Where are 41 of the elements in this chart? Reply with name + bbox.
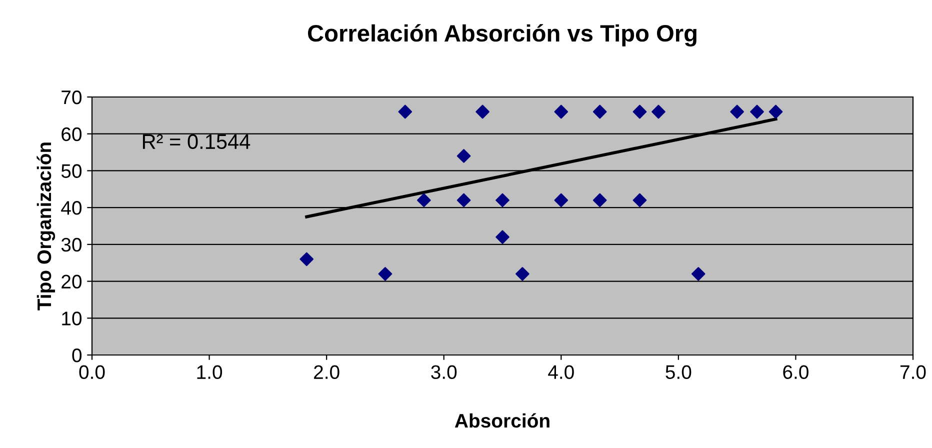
annotation: R² = 0.1544 (142, 134, 250, 150)
point (496, 193, 510, 208)
point (417, 193, 431, 208)
y-tick-label: 20 (62, 274, 82, 289)
point (592, 193, 607, 208)
point (652, 104, 666, 119)
y-tick-label: 70 (62, 90, 82, 104)
x-tick-label: 2.0 (314, 365, 340, 380)
point (768, 104, 783, 119)
point (691, 267, 706, 281)
point (632, 104, 647, 119)
x-tick-label: 3.0 (431, 365, 457, 380)
point (378, 267, 392, 281)
point (750, 104, 764, 119)
x-tick-label: 4.0 (548, 365, 574, 380)
point (476, 104, 490, 119)
y-tick-label: 0 (72, 348, 82, 362)
x-axis-title: Absorción (454, 413, 550, 428)
point (398, 104, 412, 119)
x-tick-label: 1.0 (197, 365, 222, 380)
y-tick-label: 30 (61, 238, 82, 252)
x-tick-label: 7.0 (900, 365, 926, 380)
point (554, 193, 568, 208)
x-tick-label: 5.0 (666, 365, 692, 380)
point (632, 193, 647, 208)
point (592, 104, 607, 119)
y-axis-title: Tipo Organización (36, 142, 56, 310)
y-tick-label: 40 (61, 201, 82, 215)
x-tick-label: 0.0 (79, 365, 105, 380)
point (516, 267, 530, 281)
x-tick-label: 6.0 (783, 365, 808, 380)
point (456, 149, 471, 163)
y-tick-label: 50 (61, 164, 82, 178)
y-tick-label: 60 (62, 127, 82, 142)
y-tick-label: 10 (62, 312, 82, 326)
point (456, 193, 471, 208)
point (496, 230, 510, 244)
point (300, 252, 314, 266)
point (554, 104, 568, 119)
chart-title: Correlación Absorción vs Tipo Org (308, 24, 696, 46)
point (730, 104, 744, 119)
